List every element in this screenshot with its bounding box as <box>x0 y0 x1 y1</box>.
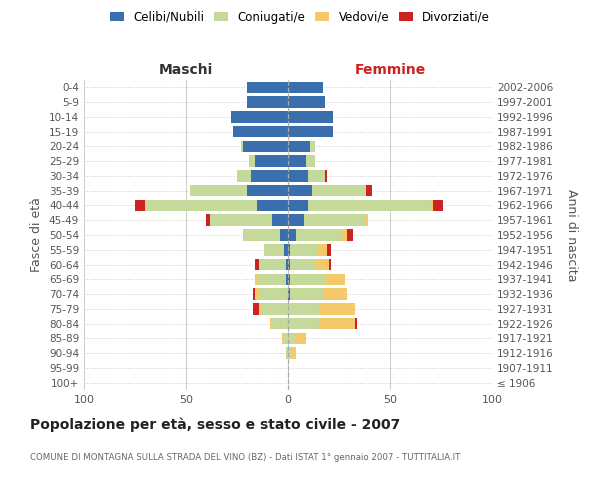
Bar <box>290 259 314 270</box>
Bar <box>206 214 211 226</box>
Text: COMUNE DI MONTAGNA SULLA STRADA DEL VINO (BZ) - Dati ISTAT 1° gennaio 2007 - TUT: COMUNE DI MONTAGNA SULLA STRADA DEL VINO… <box>30 452 460 462</box>
Bar <box>290 274 325 285</box>
Bar <box>288 303 319 314</box>
Bar <box>329 259 331 270</box>
Bar <box>253 303 259 314</box>
Bar <box>313 185 365 196</box>
Bar <box>257 200 288 211</box>
Bar <box>190 185 247 196</box>
Bar <box>341 229 347 241</box>
Bar <box>288 259 290 270</box>
Bar <box>365 185 371 196</box>
Bar <box>307 156 314 167</box>
Y-axis label: Fasce di età: Fasce di età <box>31 198 43 272</box>
Bar <box>256 156 288 167</box>
Bar <box>145 200 257 211</box>
Bar <box>288 229 296 241</box>
Bar <box>288 156 307 167</box>
Y-axis label: Anni di nascita: Anni di nascita <box>565 188 578 281</box>
Bar <box>211 214 272 226</box>
Bar <box>233 126 288 138</box>
Bar <box>347 229 353 241</box>
Bar <box>280 229 288 241</box>
Bar <box>288 348 292 359</box>
Bar <box>288 111 333 122</box>
Bar <box>365 214 368 226</box>
Bar <box>257 274 286 285</box>
Bar <box>431 200 433 211</box>
Bar <box>314 259 329 270</box>
Bar <box>259 259 286 270</box>
Bar <box>247 185 288 196</box>
Bar <box>272 318 288 330</box>
Bar <box>433 200 443 211</box>
Bar <box>256 288 259 300</box>
Bar <box>284 244 288 256</box>
Bar <box>241 140 243 152</box>
Text: Maschi: Maschi <box>159 64 213 78</box>
Bar <box>325 274 345 285</box>
Bar <box>308 200 431 211</box>
Bar <box>259 303 262 314</box>
Bar <box>247 82 288 93</box>
Bar <box>310 140 314 152</box>
Bar <box>247 96 288 108</box>
Bar <box>249 156 256 167</box>
Bar <box>308 170 325 181</box>
Bar <box>355 318 358 330</box>
Bar <box>243 140 288 152</box>
Bar <box>243 229 280 241</box>
Bar <box>237 170 251 181</box>
Bar <box>286 348 288 359</box>
Bar <box>288 318 319 330</box>
Bar <box>288 200 308 211</box>
Bar <box>256 259 259 270</box>
Bar <box>253 288 256 300</box>
Bar <box>288 332 296 344</box>
Bar <box>327 244 331 256</box>
Bar <box>288 288 290 300</box>
Text: Popolazione per età, sesso e stato civile - 2007: Popolazione per età, sesso e stato civil… <box>30 418 400 432</box>
Bar <box>288 214 304 226</box>
Bar <box>262 303 288 314</box>
Bar <box>323 288 347 300</box>
Bar <box>325 170 327 181</box>
Bar <box>135 200 145 211</box>
Legend: Celibi/Nubili, Coniugati/e, Vedovi/e, Divorziati/e: Celibi/Nubili, Coniugati/e, Vedovi/e, Di… <box>105 6 495 28</box>
Bar <box>269 318 272 330</box>
Bar <box>292 348 296 359</box>
Bar <box>319 318 355 330</box>
Bar <box>288 140 310 152</box>
Bar <box>319 303 355 314</box>
Bar <box>282 332 284 344</box>
Bar <box>231 111 288 122</box>
Bar <box>286 274 288 285</box>
Bar <box>286 259 288 270</box>
Bar <box>288 185 313 196</box>
Bar <box>256 274 257 285</box>
Bar <box>263 244 284 256</box>
Bar <box>288 82 323 93</box>
Bar <box>259 288 288 300</box>
Bar <box>284 332 288 344</box>
Bar <box>290 288 323 300</box>
Bar <box>288 274 290 285</box>
Bar <box>296 332 307 344</box>
Bar <box>317 244 327 256</box>
Text: Femmine: Femmine <box>355 64 425 78</box>
Bar <box>304 214 365 226</box>
Bar <box>288 170 308 181</box>
Bar <box>296 229 341 241</box>
Bar <box>288 126 333 138</box>
Bar <box>290 244 317 256</box>
Bar <box>288 244 290 256</box>
Bar <box>251 170 288 181</box>
Bar <box>288 96 325 108</box>
Bar <box>272 214 288 226</box>
